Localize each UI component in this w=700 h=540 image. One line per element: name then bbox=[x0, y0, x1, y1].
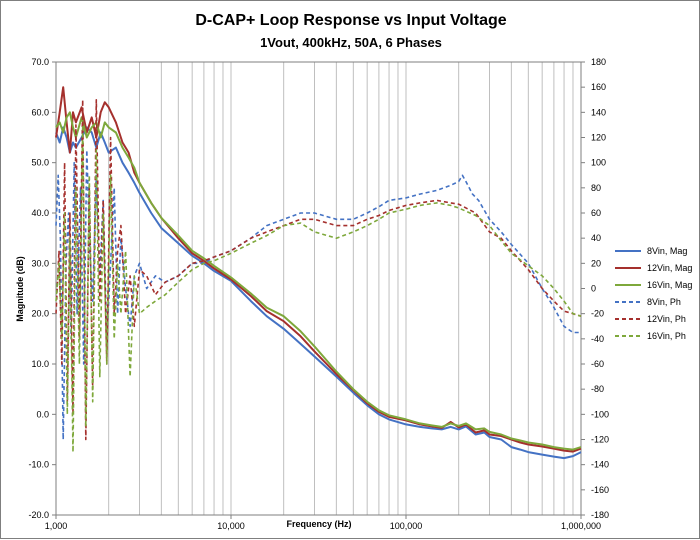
y-tick-label: -20.0 bbox=[28, 510, 49, 520]
y2-tick-label: 40 bbox=[591, 233, 601, 243]
x-tick-label: 1,000,000 bbox=[561, 521, 601, 531]
series-line-12vin-ph bbox=[55, 99, 582, 441]
y2-tick-label: -60 bbox=[591, 359, 604, 369]
y2-tick-label: -80 bbox=[591, 384, 604, 394]
legend-label: 16Vin, Ph bbox=[647, 331, 686, 341]
plot-area-border bbox=[55, 61, 582, 516]
series-line-8vin-mag bbox=[55, 126, 582, 460]
y-tick-label: 60.0 bbox=[31, 107, 49, 117]
x-tick-label: 1,000 bbox=[45, 521, 68, 531]
y2-tick-label: 100 bbox=[591, 158, 606, 168]
y-tick-label: 20.0 bbox=[31, 309, 49, 319]
chart-title: D-CAP+ Loop Response vs Input Voltage bbox=[195, 12, 506, 29]
y2-tick-label: 140 bbox=[591, 107, 606, 117]
y-tick-label: -10.0 bbox=[28, 460, 49, 470]
y-tick-label: 30.0 bbox=[31, 258, 49, 268]
legend-label: 12Vin, Ph bbox=[647, 314, 686, 324]
x-tick-label: 100,000 bbox=[390, 521, 423, 531]
y2-tick-label: -140 bbox=[591, 460, 609, 470]
x-axis-label: Frequency (Hz) bbox=[286, 519, 351, 529]
y-tick-label: 40.0 bbox=[31, 208, 49, 218]
series-layer bbox=[55, 86, 582, 460]
legend-label: 16Vin, Mag bbox=[647, 280, 692, 290]
y2-tick-label: 180 bbox=[591, 57, 606, 67]
y2-tick-label: 20 bbox=[591, 258, 601, 268]
y2-tick-label: 60 bbox=[591, 208, 601, 218]
y2-tick-label: 80 bbox=[591, 183, 601, 193]
y2-tick-label: -100 bbox=[591, 409, 609, 419]
y2-tick-label: -180 bbox=[591, 510, 609, 520]
legend-label: 8Vin, Mag bbox=[647, 246, 687, 256]
grid-layer bbox=[55, 62, 582, 515]
y2-tick-label: -20 bbox=[591, 309, 604, 319]
legend-label: 8Vin, Ph bbox=[647, 297, 681, 307]
y-tick-label: 70.0 bbox=[31, 57, 49, 67]
y-tick-label: 50.0 bbox=[31, 158, 49, 168]
y2-tick-label: 0 bbox=[591, 284, 596, 294]
y2-tick-label: 160 bbox=[591, 82, 606, 92]
y2-tick-label: 120 bbox=[591, 133, 606, 143]
y-tick-label: 10.0 bbox=[31, 359, 49, 369]
series-line-8vin-ph bbox=[55, 149, 581, 441]
y2-tick-label: -160 bbox=[591, 485, 609, 495]
y-axis-label: Magnitude (dB) bbox=[15, 256, 25, 322]
y2-tick-label: -120 bbox=[591, 435, 609, 445]
legend: 8Vin, Mag 12Vin, Mag 16Vin, Mag 8Vin, Ph 12V… bbox=[615, 246, 692, 341]
series-line-12vin-mag bbox=[55, 86, 582, 453]
x-tick-label: 10,000 bbox=[217, 521, 245, 531]
y2-tick-label: -40 bbox=[591, 334, 604, 344]
axis-layer: 70.0 60.0 50.0 40.0 30.0 20.0 10.0 0.0 -10.0 -20.… bbox=[28, 57, 609, 531]
chart-subtitle: 1Vout, 400kHz, 50A, 6 Phases bbox=[260, 35, 442, 50]
series-line-16vin-mag bbox=[55, 111, 582, 451]
y-tick-label: 0.0 bbox=[36, 409, 49, 419]
series-line-16vin-ph bbox=[55, 124, 582, 453]
legend-label: 12Vin, Mag bbox=[647, 263, 692, 273]
